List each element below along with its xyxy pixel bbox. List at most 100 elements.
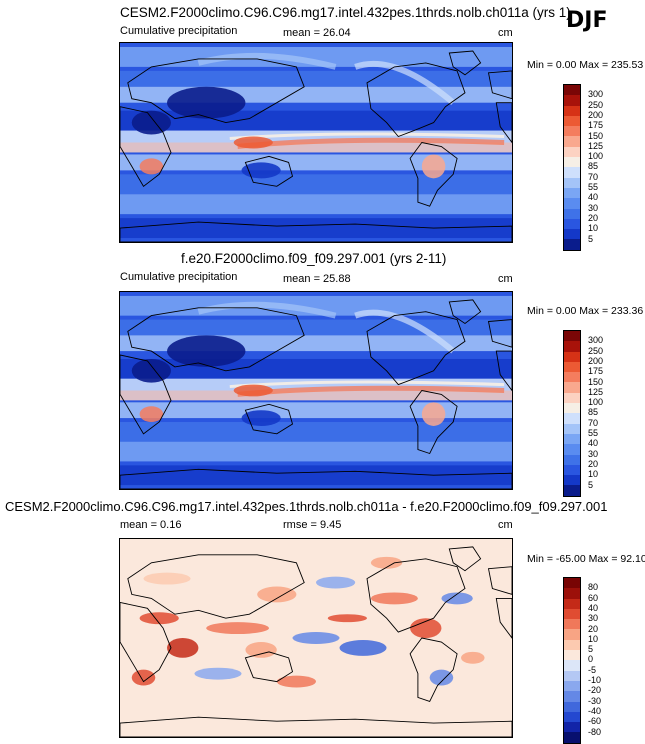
colorbar-tick-label: 100 [588,397,604,408]
panel-1-map [119,42,513,243]
colorbar-swatch [564,85,580,96]
colorbar-tick-label: 20 [588,623,599,634]
colorbar-tick-label: 40 [588,192,599,203]
colorbar-tick-label: 55 [588,428,599,438]
colorbar-swatch [564,157,580,168]
colorbar-tick-label: 10 [588,223,599,234]
colorbar-swatch [564,115,580,127]
colorbar-swatch [564,423,580,434]
colorbar-tick-label: -60 [588,716,602,727]
colorbar-swatch [564,126,580,137]
colorbar-tick-label: 175 [588,120,604,131]
colorbar-swatch [564,146,580,158]
colorbar-tick-label: 150 [588,376,604,387]
colorbar-swatch [564,239,580,250]
colorbar-tick-label: 150 [588,130,604,141]
colorbar-tick-label: 200 [588,355,604,366]
colorbar-tick-label: 125 [588,386,604,397]
colorbar-swatch [564,208,580,219]
panel-1-minmax: Min = 0.00 Max = 235.53 [527,59,644,71]
panel-2-units: cm [498,273,513,285]
colorbar-swatch [564,680,580,692]
colorbar-tick-label: 125 [588,140,604,151]
colorbar-swatch [564,660,580,671]
colorbar-swatch [564,341,580,352]
colorbar-swatch [564,136,580,147]
colorbar-tick-label: 85 [588,161,599,172]
colorbar-tick-label: 300 [588,335,604,346]
colorbar-swatch [564,361,580,373]
colorbar-swatch [564,331,580,342]
colorbar-tick-label: 70 [588,171,599,182]
colorbar-swatch [564,105,580,116]
colorbar-tick-label: 175 [588,366,604,377]
colorbar-swatch [564,619,580,630]
colorbar-tick-label: 60 [588,592,599,603]
panel-1-field-label: Cumulative precipitation [120,25,238,37]
colorbar-swatch [564,650,580,661]
colorbar-swatch [564,578,580,589]
colorbar-swatch [564,691,580,702]
colorbar-tick-label: -80 [588,726,602,737]
colorbar-swatch [564,382,580,393]
colorbar-tick-label: 55 [588,182,599,192]
colorbar-tick-label: 20 [588,212,599,223]
panel-3-colorbar [563,577,581,744]
panel-3-minmax: Min = -65.00 Max = 92.10 [527,553,645,565]
colorbar-tick-label: 80 [588,582,599,593]
panel-2-mean: mean = 25.88 [283,273,351,285]
panel-2-colorbar [563,330,581,497]
panel-3-rmse: rmse = 9.45 [283,519,342,531]
panel-3-title: CESM2.F2000climo.C96.C96.mg17.intel.432p… [5,499,608,514]
colorbar-tick-label: -30 [588,695,602,706]
colorbar-swatch [564,454,580,465]
colorbar-swatch [564,198,580,209]
colorbar-tick-label: 30 [588,202,599,213]
colorbar-tick-label: 40 [588,602,599,613]
colorbar-swatch [564,351,580,362]
colorbar-swatch [564,403,580,414]
colorbar-tick-label: 10 [588,469,599,480]
panel-2-map [119,291,513,490]
colorbar-tick-label: 0 [588,654,594,665]
colorbar-tick-label: -10 [588,675,602,685]
colorbar-swatch [564,187,580,199]
colorbar-tick-label: 300 [588,89,604,100]
colorbar-tick-label: 85 [588,407,599,418]
colorbar-swatch [564,711,580,723]
colorbar-tick-label: 30 [588,613,599,624]
colorbar-swatch [564,608,580,620]
colorbar-swatch [564,177,580,188]
colorbar-tick-label: 40 [588,438,599,449]
colorbar-swatch [564,732,580,743]
colorbar-tick-label: 5 [588,644,594,655]
panel-2-field-label: Cumulative precipitation [120,271,238,283]
season-label: DJF [566,8,608,33]
colorbar-tick-label: 30 [588,448,599,459]
colorbar-swatch [564,413,580,424]
colorbar-tick-label: 200 [588,109,604,120]
colorbar-tick-label: 250 [588,345,604,356]
panel-1-title: CESM2.F2000climo.C96.C96.mg17.intel.432p… [120,5,571,20]
colorbar-swatch [564,444,580,455]
panel-2-title: f.e20.F2000climo.f09_f09.297.001 (yrs 2-… [181,251,447,266]
colorbar-swatch [564,639,580,651]
colorbar-tick-label: 100 [588,151,604,162]
colorbar-swatch [564,670,580,681]
panel-1-units: cm [498,27,513,39]
colorbar-swatch [564,485,580,496]
colorbar-swatch [564,229,580,240]
panel-3-units: cm [498,519,513,531]
colorbar-swatch [564,464,580,476]
colorbar-swatch [564,629,580,640]
panel-3-mean: mean = 0.16 [120,519,182,531]
colorbar-swatch [564,218,580,230]
colorbar-tick-label: -5 [588,664,597,675]
colorbar-swatch [564,588,580,599]
panel-2-minmax: Min = 0.00 Max = 233.36 [527,305,644,317]
colorbar-tick-label: 5 [588,479,594,490]
colorbar-swatch [564,95,580,106]
colorbar-swatch [564,167,580,178]
colorbar-tick-label: 20 [588,458,599,469]
colorbar-tick-label: 10 [588,633,599,644]
